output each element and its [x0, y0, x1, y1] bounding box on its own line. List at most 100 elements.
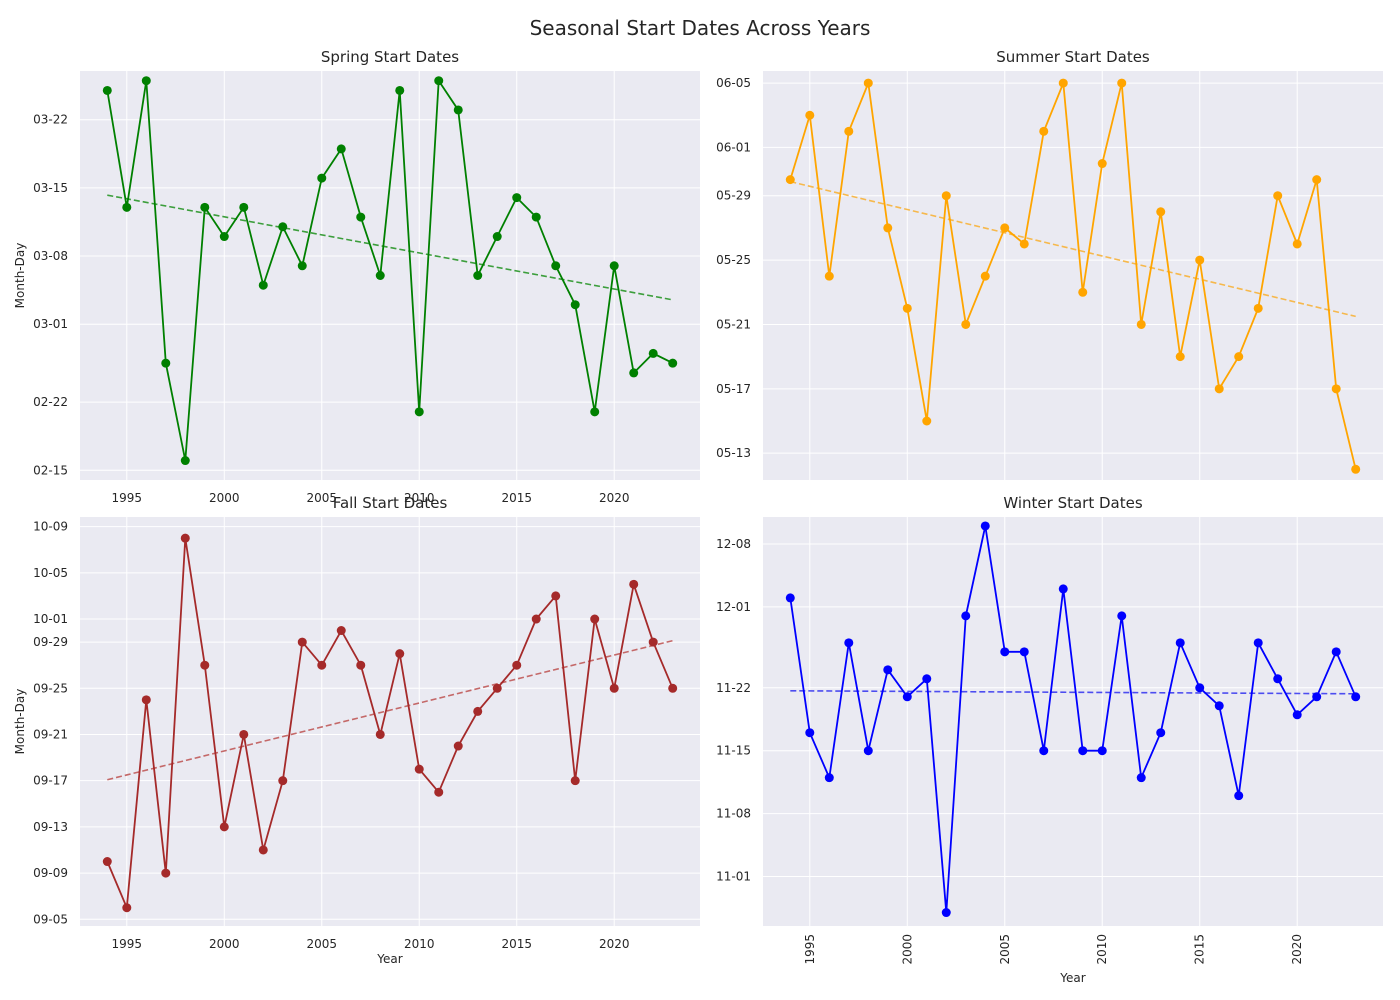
data-point — [805, 728, 815, 738]
data-point — [1039, 746, 1049, 756]
y-tick-label: 03-15 — [33, 181, 68, 195]
data-point — [1214, 701, 1224, 711]
data-point — [200, 202, 210, 212]
y-tick-label: 09-17 — [33, 774, 68, 788]
subplot-title: Spring Start Dates — [321, 48, 459, 66]
data-point — [239, 202, 249, 212]
x-tick-label: 2005 — [306, 491, 337, 505]
y-tick-label: 10-09 — [33, 520, 68, 534]
data-point — [1331, 647, 1341, 657]
data-point — [239, 729, 249, 739]
data-point — [922, 416, 932, 426]
y-tick-label: 05-21 — [716, 317, 751, 331]
data-point — [473, 271, 483, 280]
data-point — [1078, 287, 1088, 297]
data-point — [434, 787, 444, 797]
y-tick-label: 03-01 — [33, 317, 68, 331]
data-point — [531, 212, 541, 222]
data-point — [512, 660, 522, 670]
data-point — [863, 746, 873, 756]
data-point — [609, 683, 619, 693]
data-point — [883, 665, 893, 675]
subplot-3: Fall Start Dates 1995 2000 2005 2010 2015 2020… — [13, 494, 700, 966]
y-tick-label: 11-15 — [716, 744, 751, 758]
data-point — [570, 300, 580, 310]
data-point — [1117, 78, 1127, 88]
y-tick-label: 05-17 — [716, 382, 751, 396]
data-point — [551, 591, 561, 601]
x-tick-label: 1995 — [112, 937, 143, 951]
data-point — [297, 637, 307, 647]
data-point — [629, 579, 639, 589]
x-tick-label: 2010 — [404, 937, 435, 951]
data-point — [161, 358, 171, 368]
data-point — [375, 271, 385, 280]
data-point — [805, 110, 815, 120]
data-point — [473, 706, 483, 716]
y-tick-label: 11-01 — [716, 870, 751, 884]
y-tick-label: 03-22 — [33, 113, 68, 127]
data-point — [356, 660, 366, 670]
x-tick-label: 2005 — [306, 937, 337, 951]
data-point — [980, 271, 990, 281]
data-point — [141, 695, 151, 705]
data-point — [122, 202, 132, 212]
series-line — [789, 525, 1357, 913]
data-point — [258, 280, 268, 290]
x-tick-label: 2000 — [900, 934, 914, 965]
subplot-4: Winter Start Dates 1995 2000 2005 2010 2015 20… — [716, 494, 1383, 985]
x-tick-label: 2020 — [599, 937, 630, 951]
data-point — [297, 261, 307, 271]
y-axis-label: Month-Day — [13, 689, 27, 755]
trend-line — [107, 194, 673, 301]
data-point — [414, 407, 424, 417]
plot-area — [80, 517, 700, 926]
data-point — [141, 76, 151, 86]
data-point — [278, 222, 288, 232]
data-point — [1195, 683, 1205, 693]
data-point — [1234, 791, 1244, 801]
data-point — [609, 261, 619, 271]
x-tick-label: 2010 — [1095, 934, 1109, 965]
data-point — [824, 773, 834, 783]
data-point — [1000, 647, 1010, 657]
data-point — [1195, 255, 1205, 265]
x-axis-label: Year — [376, 952, 402, 966]
data-point — [1039, 126, 1049, 136]
data-point — [941, 191, 951, 201]
data-point — [531, 614, 541, 624]
data-point — [453, 105, 463, 115]
data-point — [161, 868, 171, 878]
y-tick-label: 02-22 — [33, 395, 68, 409]
data-point — [356, 212, 366, 222]
y-tick-label: 06-05 — [716, 76, 751, 90]
data-point — [1273, 191, 1283, 201]
data-point — [1273, 674, 1283, 684]
y-tick-label: 05-13 — [716, 446, 751, 460]
y-tick-label: 03-08 — [33, 249, 68, 263]
data-point — [1253, 303, 1263, 313]
trend-line — [790, 689, 1356, 695]
data-point — [1019, 647, 1029, 657]
y-tick-label: 06-01 — [716, 140, 751, 154]
data-point — [1234, 352, 1244, 362]
subplot-1: Spring Start Dates 1995 2000 2005 2010 2015 20… — [13, 48, 700, 505]
y-tick-label: 11-08 — [716, 807, 751, 821]
data-point — [180, 533, 190, 543]
data-point — [180, 456, 190, 466]
y-tick-label: 12-01 — [716, 600, 751, 614]
plot-area — [80, 71, 700, 480]
y-tick-label: 05-25 — [716, 253, 751, 267]
data-point — [961, 319, 971, 329]
data-point — [902, 303, 912, 313]
y-tick-label: 09-13 — [33, 820, 68, 834]
data-point — [590, 614, 600, 624]
data-point — [863, 78, 873, 88]
data-point — [317, 173, 327, 183]
data-point — [551, 261, 561, 271]
x-tick-label: 1995 — [803, 934, 817, 965]
data-point — [1136, 319, 1146, 329]
data-point — [375, 729, 385, 739]
data-point — [200, 660, 210, 670]
